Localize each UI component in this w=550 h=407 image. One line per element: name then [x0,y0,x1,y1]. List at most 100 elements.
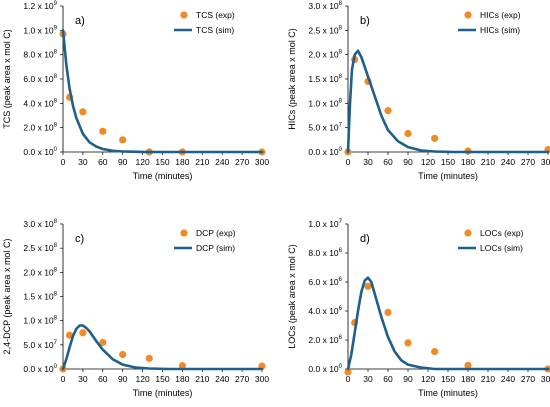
y-tick-label: 1.0 x 108 [23,316,57,326]
exp-data-point [384,107,392,115]
legend: LOCs (exp) LOCs (sim) [458,228,524,253]
x-tick-label: 180 [461,374,475,384]
x-tick-label: 30 [78,374,88,384]
exp-data-point [119,350,127,359]
y-tick-label: 1.0 x 109 [23,25,57,35]
y-tick-label: 2.0 x 106 [308,335,342,345]
x-axis-label: Time (minutes) [133,388,193,398]
y-tick-label: 2.5 x 108 [308,25,342,35]
y-tick-label: 1.0 x 108 [308,98,342,108]
legend-exp-marker [464,229,472,237]
panel-label: c) [75,233,84,245]
x-tick-label: 30 [78,157,88,167]
y-tick-label: 4.0 x 108 [23,98,57,108]
x-tick-label: 0 [61,157,66,167]
x-tick-label: 300 [541,157,550,167]
exp-data-point [344,368,352,376]
legend: DCP (exp) DCP (sim) [174,228,236,253]
y-tick-label: 1.0 x 107 [308,219,342,229]
exp-data-point [431,134,439,142]
exp-data-point [364,282,372,290]
panel-label: b) [360,15,370,27]
exp-data-point [384,308,392,317]
x-tick-label: 300 [541,374,550,384]
y-tick-label: 8.0 x 108 [23,50,57,60]
exp-data-point [79,108,87,116]
x-tick-label: 210 [481,157,495,167]
legend: TCS (exp) TCS (sim) [174,10,235,35]
y-axis-label: LOCs (peak area x mol C) [287,244,297,349]
y-axis-label: 2,4-DCP (peak area x mol C) [2,239,12,355]
y-tick-label: 5.0 x 107 [308,123,342,133]
sim-series-line [346,276,550,371]
y-tick-label: 8.0 x 106 [308,248,342,258]
exp-data-point [145,354,153,362]
x-tick-label: 150 [155,374,169,384]
x-axis-label: Time (minutes) [418,171,478,181]
x-tick-label: 240 [215,374,229,384]
x-tick-label: 270 [521,374,535,384]
y-tick-label: 2.0 x 108 [23,123,57,133]
legend-exp-marker [180,229,188,237]
legend-sim-label: HICs (sim) [480,25,520,35]
sim-series-line [61,324,264,371]
legend-exp-label: HICs (exp) [480,10,521,20]
x-tick-label: 180 [175,374,189,384]
y-tick-label: 4.0 x 106 [308,306,342,316]
x-tick-label: 210 [195,157,209,167]
x-tick-label: 270 [235,157,249,167]
x-tick-label: 270 [521,157,535,167]
sim-series-line [346,49,550,154]
y-tick-label: 0.0 x 100 [308,364,342,374]
y-tick-label: 2.0 x 108 [308,50,342,60]
x-tick-label: 240 [215,157,229,167]
legend-exp-label: DCP (exp) [196,228,236,238]
y-axis-label: TCS (peak area x mol C) [2,29,12,129]
legend-sim-label: DCP (sim) [196,243,235,253]
x-tick-label: 300 [255,374,269,384]
y-tick-label: 6.0 x 108 [23,74,57,84]
x-tick-label: 120 [421,374,435,384]
x-tick-label: 180 [461,157,475,167]
x-tick-label: 180 [175,157,189,167]
x-tick-label: 0 [346,374,351,384]
x-tick-label: 150 [155,157,169,167]
x-tick-label: 30 [363,157,373,167]
y-tick-label: 3.0 x 108 [308,1,342,11]
exp-data-point [404,339,412,347]
x-tick-label: 0 [61,374,66,384]
y-tick-label: 0.0 x 100 [308,147,342,157]
chart-panel-a: 0 30 60 90 120 150 180 210 240 270 300 0.0 x 100 2.0… [2,1,269,181]
x-tick-label: 60 [383,374,393,384]
legend: HICs (exp) HICs (sim) [458,10,521,35]
chart-panel-d: 0 30 60 90 120 150 180 210 240 270 300 0.0 x 100 2.0… [287,219,550,398]
y-tick-label: 2.5 x 108 [23,243,57,253]
x-tick-label: 240 [501,157,515,167]
x-tick-label: 240 [501,374,515,384]
y-tick-label: 5.0 x 107 [23,340,57,350]
exp-data-point [119,136,127,144]
legend-exp-label: TCS (exp) [196,10,235,20]
exp-data-point [99,338,107,347]
y-tick-label: 1.5 x 108 [308,74,342,84]
x-tick-label: 120 [136,374,150,384]
exp-data-point [404,129,412,138]
x-tick-label: 150 [441,374,455,384]
exp-data-point [464,361,472,369]
exp-data-point [79,329,87,337]
exp-data-point [178,362,186,370]
x-tick-label: 120 [136,157,150,167]
x-tick-label: 90 [118,374,128,384]
exp-data-point [99,127,107,135]
y-tick-label: 0.0 x 100 [23,147,57,157]
x-axis-label: Time (minutes) [133,171,193,181]
x-tick-label: 90 [403,374,413,384]
exp-data-point [431,348,439,356]
y-tick-label: 0.0 x 100 [23,364,57,374]
legend-exp-label: LOCs (exp) [480,228,524,238]
x-tick-label: 210 [481,374,495,384]
y-tick-label: 2.0 x 108 [23,267,57,277]
y-tick-label: 1.5 x 108 [23,292,57,302]
x-tick-label: 60 [383,157,393,167]
